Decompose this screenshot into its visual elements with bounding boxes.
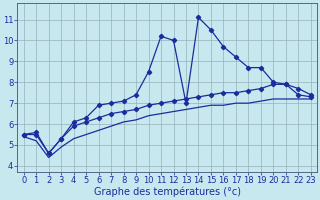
X-axis label: Graphe des températures (°c): Graphe des températures (°c)	[94, 187, 241, 197]
